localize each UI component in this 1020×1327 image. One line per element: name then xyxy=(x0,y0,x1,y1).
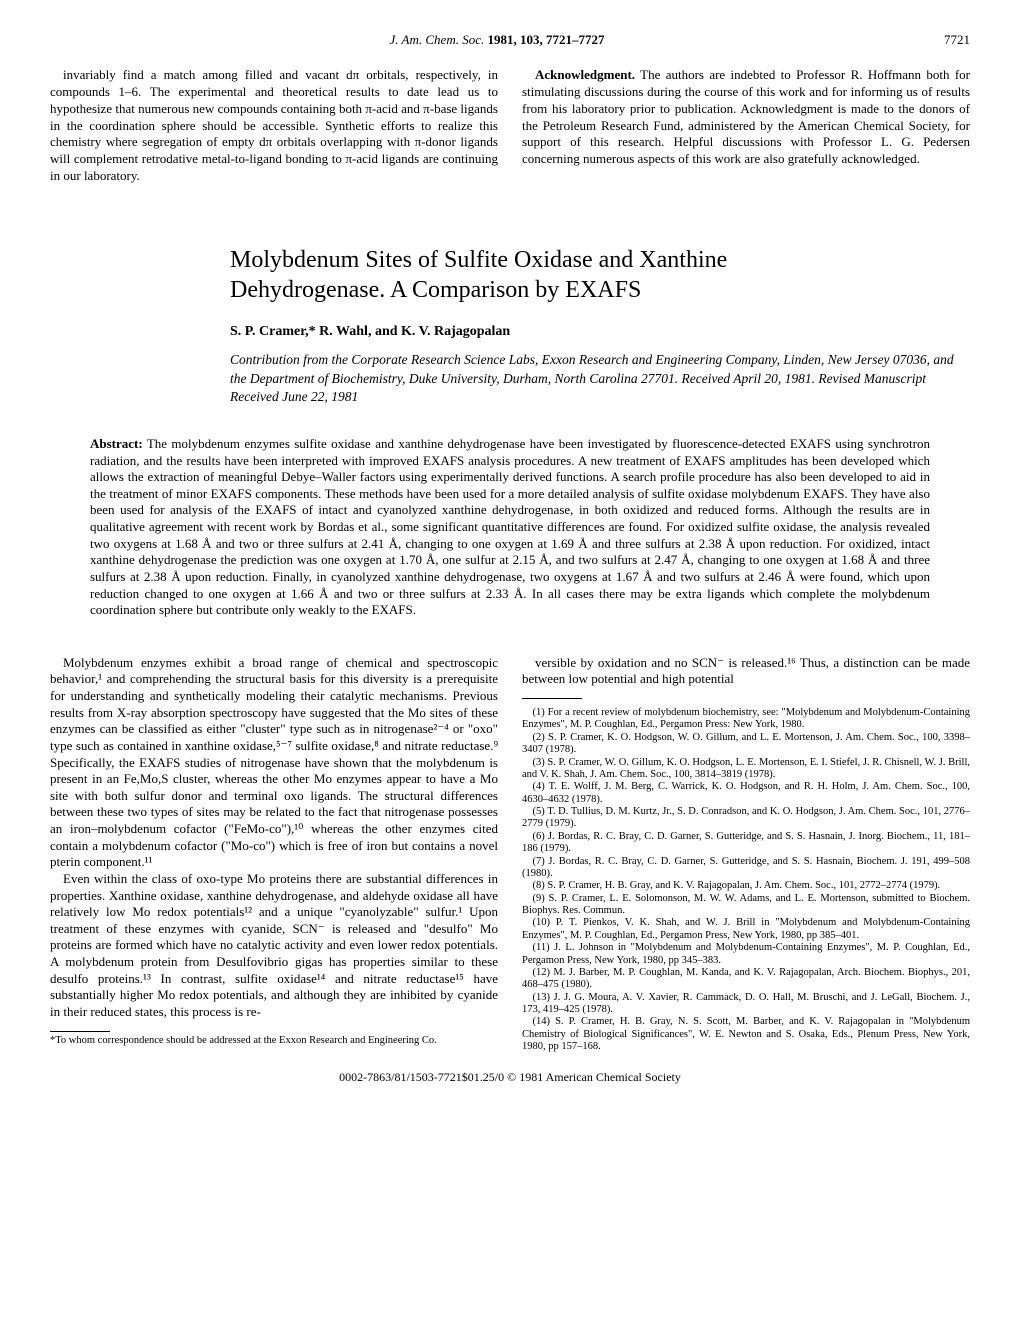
ref-item: (12) M. J. Barber, M. P. Coughlan, M. Ka… xyxy=(522,967,970,992)
ref-item: (11) J. L. Johnson in "Molybdenum and Mo… xyxy=(522,942,970,967)
ref-item: (10) P. T. Pienkos, V. K. Shah, and W. J… xyxy=(522,917,970,942)
authors: S. P. Cramer,* R. Wahl, and K. V. Rajago… xyxy=(230,323,970,341)
journal-meta: 1981, 103, 7721–7727 xyxy=(487,32,604,47)
title-line-2: Dehydrogenase. A Comparison by EXAFS xyxy=(230,275,970,305)
abstract-label: Abstract: xyxy=(90,436,143,451)
ref-item: (7) J. Bordas, R. C. Bray, C. D. Garner,… xyxy=(522,856,970,881)
body-left-p1: Molybdenum enzymes exhibit a broad range… xyxy=(50,655,498,871)
refs-rule xyxy=(522,698,582,699)
ref-item: (13) J. J. G. Moura, A. V. Xavier, R. Ca… xyxy=(522,992,970,1017)
journal-header: J. Am. Chem. Soc. 1981, 103, 7721–7727 xyxy=(390,32,605,49)
body-right-p1: versible by oxidation and no SCN⁻ is rel… xyxy=(522,655,970,688)
ref-item: (8) S. P. Cramer, H. B. Gray, and K. V. … xyxy=(522,880,970,892)
prev-right-column: Acknowledgment. The authors are indebted… xyxy=(522,67,970,185)
ref-item: (9) S. P. Cramer, L. E. Solomonson, M. W… xyxy=(522,893,970,918)
running-header: J. Am. Chem. Soc. 1981, 103, 7721–7727 7… xyxy=(50,32,970,49)
ref-item: (5) T. D. Tullius, D. M. Kurtz, Jr., S. … xyxy=(522,806,970,831)
body-left-p2: Even within the class of oxo-type Mo pro… xyxy=(50,871,498,1021)
acknowledgment-label: Acknowledgment. xyxy=(535,67,635,82)
ref-item: (6) J. Bordas, R. C. Bray, C. D. Garner,… xyxy=(522,831,970,856)
previous-article-tail: invariably find a match among filled and… xyxy=(50,67,970,185)
abstract: Abstract: The molybdenum enzymes sulfite… xyxy=(90,436,930,619)
journal-name: J. Am. Chem. Soc. xyxy=(390,32,485,47)
prev-left-column: invariably find a match among filled and… xyxy=(50,67,498,185)
title-line-1: Molybdenum Sites of Sulfite Oxidase and … xyxy=(230,245,970,275)
affiliation: Contribution from the Corporate Research… xyxy=(230,351,970,406)
body-right-column: versible by oxidation and no SCN⁻ is rel… xyxy=(522,655,970,1054)
prev-left-para: invariably find a match among filled and… xyxy=(50,67,498,185)
abstract-text: The molybdenum enzymes sulfite oxidase a… xyxy=(90,436,930,617)
page-number: 7721 xyxy=(944,32,970,49)
prev-right-para: Acknowledgment. The authors are indebted… xyxy=(522,67,970,168)
references-block: (1) For a recent review of molybdenum bi… xyxy=(522,707,970,1054)
corresponding-footnote: *To whom correspondence should be addres… xyxy=(50,1035,498,1048)
body-left-column: Molybdenum enzymes exhibit a broad range… xyxy=(50,655,498,1054)
ref-item: (14) S. P. Cramer, H. B. Gray, N. S. Sco… xyxy=(522,1016,970,1053)
article-title: Molybdenum Sites of Sulfite Oxidase and … xyxy=(230,245,970,305)
ref-item: (4) T. E. Wolff, J. M. Berg, C. Warrick,… xyxy=(522,781,970,806)
ref-item: (3) S. P. Cramer, W. O. Gillum, K. O. Ho… xyxy=(522,757,970,782)
footnote-rule xyxy=(50,1031,110,1032)
copyright-footer: 0002-7863/81/1503-7721$01.25/0 © 1981 Am… xyxy=(50,1070,970,1086)
body-columns: Molybdenum enzymes exhibit a broad range… xyxy=(50,655,970,1054)
ref-item: (2) S. P. Cramer, K. O. Hodgson, W. O. G… xyxy=(522,732,970,757)
ref-item: (1) For a recent review of molybdenum bi… xyxy=(522,707,970,732)
